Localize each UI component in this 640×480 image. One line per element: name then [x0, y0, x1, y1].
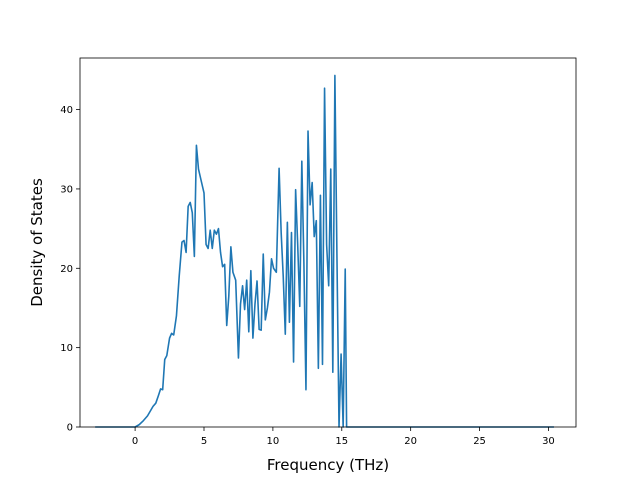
x-tick-label: 10	[267, 436, 280, 447]
y-tick-label: 40	[60, 105, 73, 116]
dos-series-line	[95, 74, 554, 428]
plot-frame	[79, 57, 577, 428]
y-tick-label: 30	[60, 184, 73, 195]
series-layer	[95, 74, 554, 428]
x-tick-label: 15	[335, 436, 348, 447]
x-tick-label: 30	[542, 436, 555, 447]
y-axis-ticks: 0 10 20 30 40	[60, 105, 80, 434]
plot-area	[80, 58, 576, 427]
x-tick-label: 5	[201, 436, 207, 447]
x-axis-label: Frequency (THz)	[267, 456, 389, 474]
x-axis-ticks: 0 5 10 15 20 25 30	[132, 427, 555, 447]
x-tick-label: 20	[404, 436, 417, 447]
y-axis-label: Density of States	[28, 178, 46, 307]
y-tick-label: 0	[67, 423, 73, 434]
x-tick-label: 0	[132, 436, 138, 447]
x-tick-label: 25	[473, 436, 486, 447]
y-tick-label: 20	[60, 264, 73, 275]
y-tick-label: 10	[60, 343, 73, 354]
